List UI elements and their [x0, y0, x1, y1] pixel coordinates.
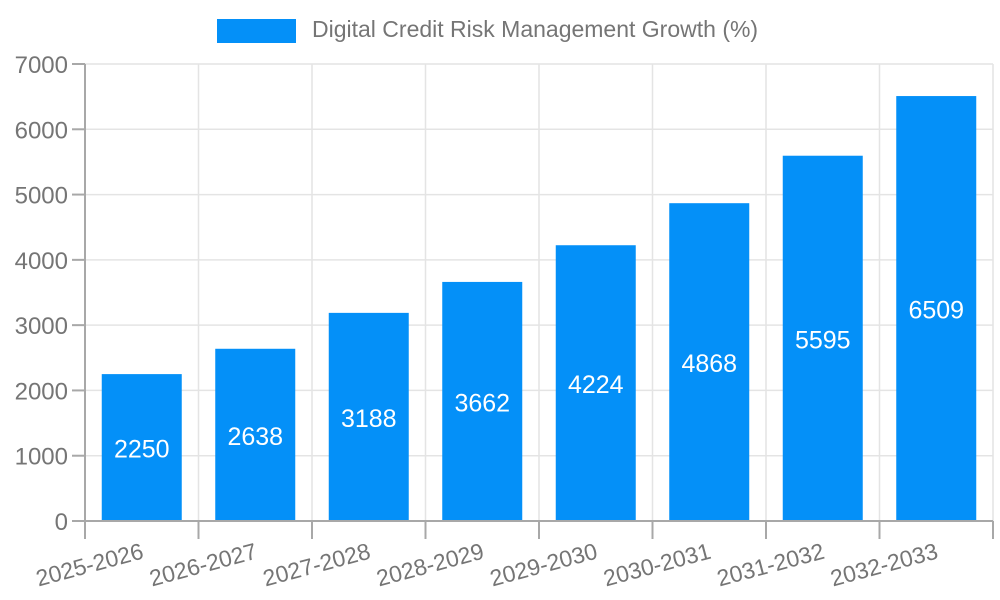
bar-2031-2032[interactable]: [782, 155, 863, 521]
bar-2025-2026[interactable]: [101, 374, 182, 521]
y-tick-label: 4000: [15, 248, 68, 275]
y-tick-label: 1000: [15, 444, 68, 471]
x-tick-label: 2031-2032: [714, 538, 827, 592]
bar-value-label: 6509: [908, 297, 964, 325]
y-tick-label: 2000: [15, 378, 68, 405]
y-tick-label: 3000: [15, 313, 68, 340]
bar-2028-2029[interactable]: [442, 281, 523, 521]
legend-swatch[interactable]: [217, 19, 296, 43]
x-tick-label: 2026-2027: [147, 538, 260, 592]
y-tick-label: 5000: [15, 183, 68, 210]
bar-2029-2030[interactable]: [555, 245, 636, 521]
y-tick-label: 0: [55, 509, 68, 536]
x-tick-label: 2029-2030: [487, 538, 600, 592]
x-tick-label: 2025-2026: [33, 538, 146, 592]
bar-value-label: 2250: [114, 436, 170, 464]
y-tick-label: 6000: [15, 117, 68, 144]
bar-value-label: 4224: [568, 371, 624, 399]
bar-value-label: 3662: [454, 389, 510, 417]
bar-2032-2033[interactable]: [896, 96, 977, 521]
legend: Digital Credit Risk Management Growth (%…: [217, 16, 758, 43]
gridlines: [85, 63, 994, 521]
y-tick-label: 7000: [15, 52, 68, 79]
axes: [72, 63, 994, 539]
bar-value-label: 2638: [227, 423, 283, 451]
x-tick-label: 2027-2028: [260, 538, 373, 592]
bar-2030-2031[interactable]: [669, 203, 750, 521]
bar-2026-2027[interactable]: [215, 348, 296, 521]
bar-value-label: 4868: [681, 350, 737, 378]
bar-value-label: 3188: [341, 405, 397, 433]
x-tick-label: 2028-2029: [374, 538, 487, 592]
x-tick-label: 2032-2033: [828, 538, 941, 592]
bar-value-label: 5595: [795, 326, 851, 354]
x-tick-label: 2030-2031: [601, 538, 714, 592]
bar-2027-2028[interactable]: [328, 312, 409, 521]
bars: 2250 2638 3188 3662 4224 4868 5595 6509: [101, 96, 977, 521]
legend-label: Digital Credit Risk Management Growth (%…: [312, 16, 758, 42]
